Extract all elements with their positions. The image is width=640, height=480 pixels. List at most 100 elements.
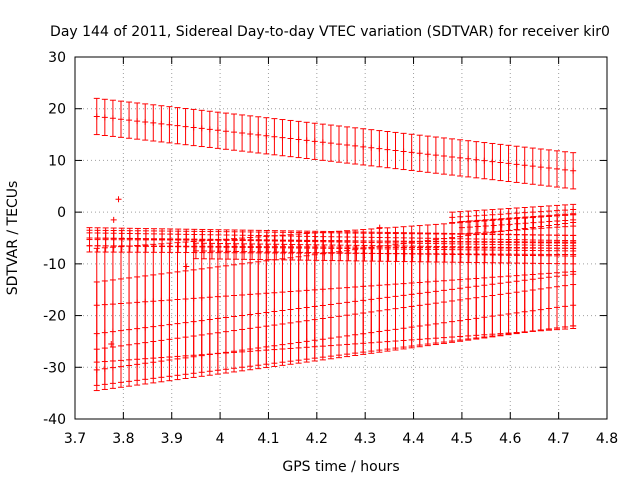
data-point (304, 233, 311, 240)
data-point (101, 301, 108, 308)
x-tick-label: 4.8 (596, 431, 618, 447)
x-tick-label: 4.5 (451, 431, 473, 447)
data-point (319, 286, 326, 293)
y-axis-label: SDTVAR / TECUs (5, 181, 21, 296)
data-point (126, 117, 133, 124)
x-tick-label: 4.6 (499, 431, 521, 447)
data-point (481, 157, 488, 164)
data-point (441, 235, 448, 242)
data-point (570, 237, 577, 244)
data-point (368, 282, 375, 289)
data-point (182, 295, 189, 302)
data-point (465, 235, 472, 242)
data-point (222, 128, 229, 135)
data-point (295, 136, 302, 143)
data-point (425, 244, 432, 251)
data-point (223, 232, 230, 239)
data-point (554, 207, 561, 214)
data-point (247, 243, 254, 250)
data-point (311, 286, 318, 293)
data-point (102, 230, 109, 237)
data-point (206, 126, 213, 133)
data-point (545, 237, 552, 244)
x-tick-labels: 3.7 3.8 3.9 4 4.1 4.2 4.3 4.4 4.5 4.6 4.7 4.8 (64, 431, 618, 447)
data-point (109, 301, 116, 308)
data-point (134, 299, 141, 306)
data-point (150, 298, 157, 305)
data-point (416, 235, 423, 242)
data-point (384, 146, 391, 153)
data-point (263, 232, 270, 239)
data-point (225, 248, 232, 255)
data-point (506, 221, 513, 228)
data-point (247, 130, 254, 137)
data-point (562, 166, 569, 173)
x-tick-label: 4.7 (548, 431, 570, 447)
data-point (233, 248, 240, 255)
data-point (473, 275, 480, 282)
data-point (432, 278, 439, 285)
data-point (345, 250, 352, 257)
data-point (239, 291, 246, 298)
data-point (433, 251, 440, 258)
data-point (513, 210, 520, 217)
data-point (441, 244, 448, 251)
data-point (521, 272, 528, 279)
data-point (481, 236, 488, 243)
data-point (271, 232, 278, 239)
data-point (126, 242, 133, 249)
data-point (118, 230, 125, 237)
data-point (376, 234, 383, 241)
data-point (376, 224, 383, 231)
data-point (94, 242, 101, 249)
data-point (214, 293, 221, 300)
data-point (529, 271, 536, 278)
data-point (207, 231, 214, 238)
data-point (562, 207, 569, 214)
data-point (281, 249, 288, 256)
data-point (513, 252, 520, 259)
data-point (489, 274, 496, 281)
data-point (465, 155, 472, 162)
data-point (562, 252, 569, 259)
data-point (377, 250, 384, 257)
data-point (545, 208, 552, 215)
data-point (159, 230, 166, 237)
data-point (505, 236, 512, 243)
data-point (313, 249, 320, 256)
data-point (263, 290, 270, 297)
data-point (109, 115, 116, 122)
data-point (545, 270, 552, 277)
data-point (311, 138, 318, 145)
data-point (190, 295, 197, 302)
data-point (482, 222, 489, 229)
data-point (312, 233, 319, 240)
data-point (529, 163, 536, 170)
data-point (457, 213, 464, 220)
data-point (352, 234, 359, 241)
data-point (481, 274, 488, 281)
data-point (110, 230, 117, 237)
data-point (327, 140, 334, 147)
y-tick-label: -20 (43, 309, 66, 325)
y-tick-label: 0 (57, 205, 66, 221)
data-point (198, 294, 205, 301)
data-point (263, 243, 270, 250)
data-point (175, 243, 182, 250)
data-point (409, 250, 416, 257)
data-point (93, 302, 100, 309)
data-point (335, 285, 342, 292)
data-point (505, 210, 512, 217)
data-point (241, 248, 248, 255)
data-point (424, 151, 431, 158)
data-point (449, 251, 456, 258)
data-point (158, 297, 165, 304)
data-point (231, 129, 238, 136)
data-point (497, 236, 504, 243)
data-point (457, 154, 464, 161)
data-point (328, 233, 335, 240)
data-point (265, 248, 272, 255)
x-tick-label: 3.7 (64, 431, 86, 447)
data-point (361, 250, 368, 257)
data-point (200, 248, 207, 255)
